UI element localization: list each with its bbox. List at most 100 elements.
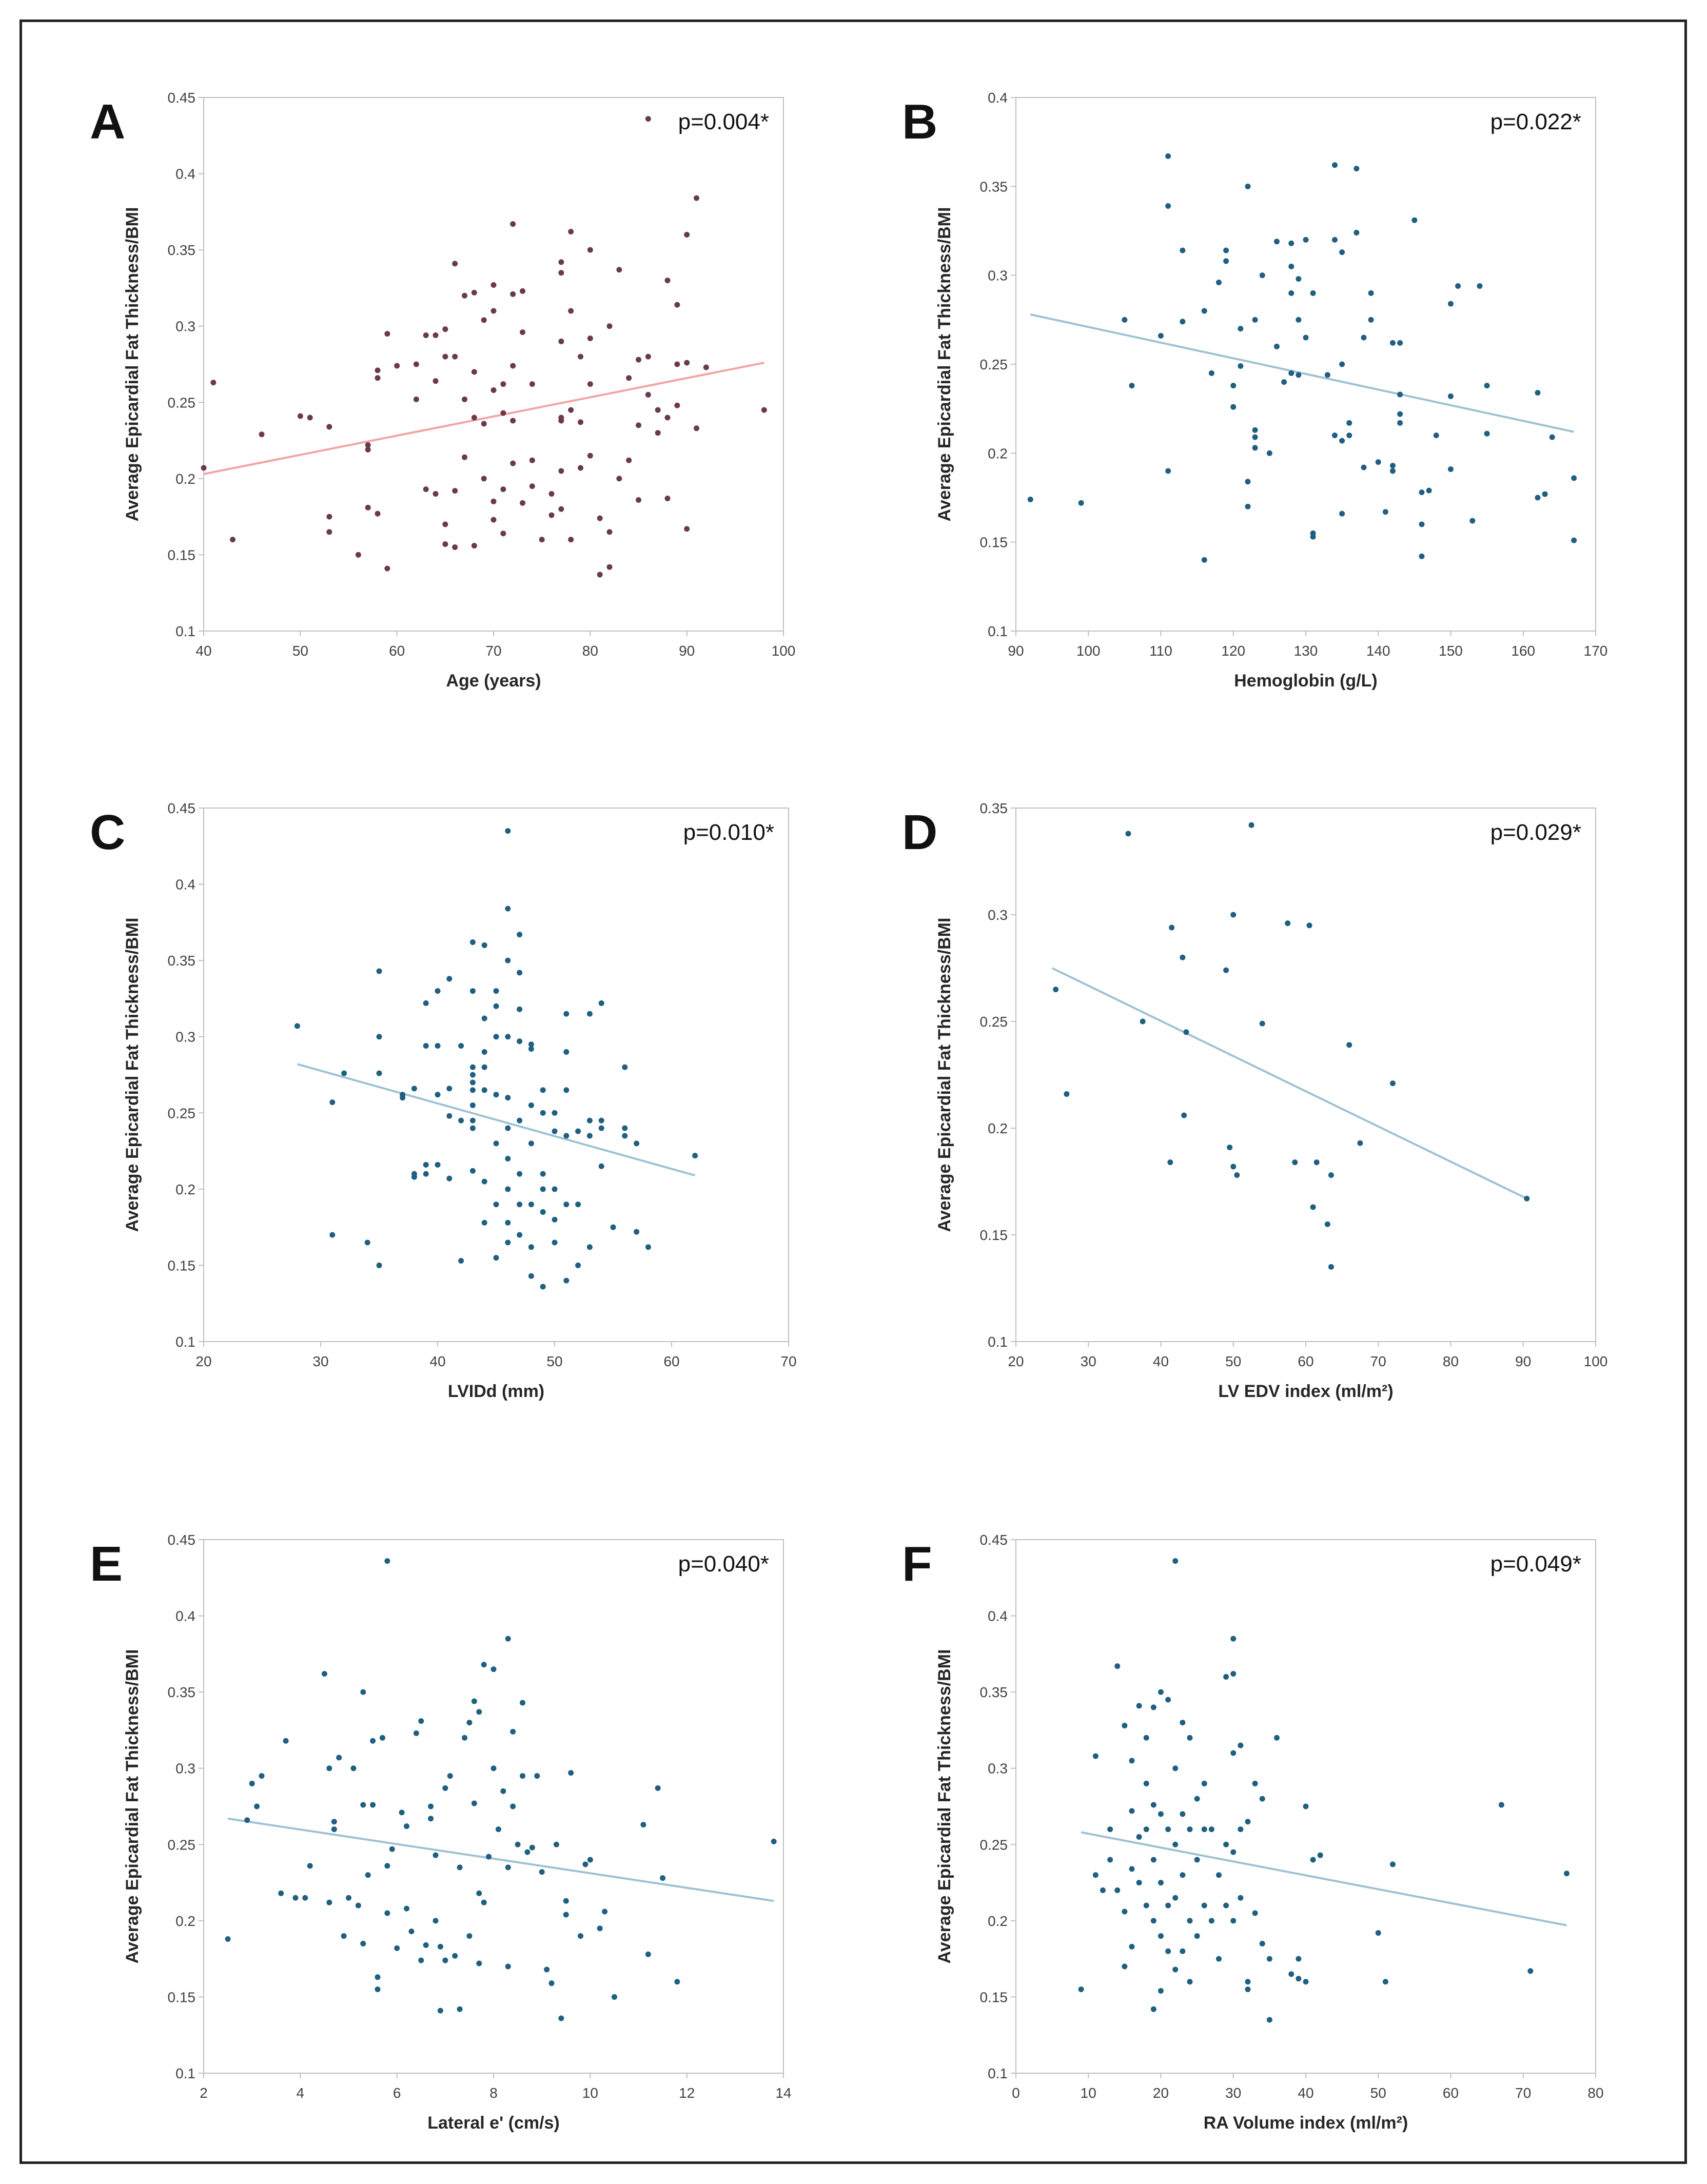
data-point <box>1078 500 1084 506</box>
data-point <box>469 988 476 994</box>
data-point <box>1426 487 1432 494</box>
data-point <box>553 1841 559 1847</box>
data-point <box>505 1095 511 1101</box>
data-point <box>540 1087 546 1093</box>
data-point <box>384 331 390 337</box>
data-point <box>283 1738 289 1744</box>
data-point <box>563 1133 570 1139</box>
data-point <box>462 454 467 460</box>
data-point <box>1310 290 1316 296</box>
data-point <box>376 1034 382 1040</box>
data-point <box>616 267 622 273</box>
data-point <box>1230 1164 1237 1170</box>
data-point <box>761 407 767 413</box>
data-point <box>471 1800 477 1806</box>
data-point <box>481 476 487 482</box>
data-point <box>1136 1834 1142 1840</box>
data-point <box>244 1817 250 1823</box>
data-point <box>376 968 382 974</box>
data-point <box>481 1662 487 1668</box>
data-point <box>528 1202 534 1208</box>
data-point <box>329 1232 336 1238</box>
data-point <box>486 1854 492 1860</box>
y-tick-label: 0.4 <box>175 877 195 893</box>
data-point <box>1296 1976 1302 1982</box>
data-point <box>1524 1195 1530 1202</box>
x-tick-label: 120 <box>1221 643 1245 659</box>
data-point <box>1411 217 1418 223</box>
data-point <box>575 1128 581 1134</box>
trend-line <box>1051 967 1527 1200</box>
data-point <box>490 1666 497 1673</box>
data-point <box>505 1636 511 1642</box>
data-point <box>471 289 477 296</box>
data-point <box>462 396 467 402</box>
data-point <box>640 1822 646 1828</box>
x-axis-label: Age (years) <box>446 671 541 691</box>
data-point <box>1245 503 1251 509</box>
x-tick-label: 110 <box>1149 643 1172 659</box>
data-point <box>1310 534 1316 540</box>
y-tick-label: 0.3 <box>175 1761 195 1777</box>
data-point <box>655 1785 661 1791</box>
data-point <box>1382 509 1388 515</box>
data-point <box>552 1239 558 1246</box>
data-point <box>1328 1264 1334 1270</box>
y-tick-label: 0.1 <box>175 623 195 639</box>
data-point <box>364 1239 370 1246</box>
panel-label: B <box>902 94 937 149</box>
data-point <box>598 1000 604 1006</box>
data-points <box>1027 153 1577 563</box>
data-point <box>1390 468 1396 474</box>
data-point <box>329 1099 336 1105</box>
data-point <box>1201 557 1207 563</box>
data-point <box>1150 1704 1156 1710</box>
data-point <box>517 1202 523 1208</box>
data-point <box>469 939 476 945</box>
plot-area <box>1015 808 1596 1342</box>
y-tick-label: 0.45 <box>980 1532 1008 1548</box>
data-point <box>684 231 690 238</box>
data-point <box>520 1773 525 1779</box>
data-point <box>1397 420 1403 426</box>
data-point <box>645 1244 651 1250</box>
data-point <box>1361 335 1367 341</box>
data-point <box>1122 1723 1128 1729</box>
data-point <box>493 1202 499 1208</box>
data-point <box>1180 954 1186 960</box>
data-point <box>1180 247 1186 253</box>
data-point <box>1180 1872 1186 1878</box>
y-tick-label: 0.3 <box>175 1029 195 1045</box>
x-tick-label: 100 <box>1076 643 1101 659</box>
y-tick-label: 0.1 <box>988 2065 1008 2081</box>
data-point <box>1390 1861 1396 1867</box>
data-point <box>1180 1720 1186 1726</box>
x-tick-label: 60 <box>1443 2085 1459 2101</box>
data-point <box>1122 1963 1128 1970</box>
data-point <box>578 465 583 471</box>
data-point <box>500 410 506 416</box>
data-point <box>1238 363 1244 369</box>
data-point <box>1208 1826 1214 1833</box>
p-value-annotation: p=0.029* <box>1490 820 1581 845</box>
data-point <box>1339 361 1345 367</box>
data-point <box>365 446 371 452</box>
data-point <box>568 407 574 413</box>
figure-frame <box>19 19 1687 2164</box>
data-point <box>500 530 506 537</box>
data-point <box>1419 489 1425 496</box>
data-point <box>294 1023 300 1029</box>
x-tick-label: 40 <box>1153 1353 1169 1369</box>
data-point <box>1339 510 1345 517</box>
trend-line <box>203 362 764 475</box>
data-point <box>1448 466 1454 473</box>
data-point <box>694 195 699 201</box>
trend-line <box>227 1817 774 1902</box>
data-point <box>379 1735 385 1741</box>
data-point <box>692 1152 698 1158</box>
data-point <box>587 381 593 387</box>
data-point <box>331 1826 337 1833</box>
data-point <box>1484 383 1490 389</box>
data-point <box>1252 317 1258 323</box>
